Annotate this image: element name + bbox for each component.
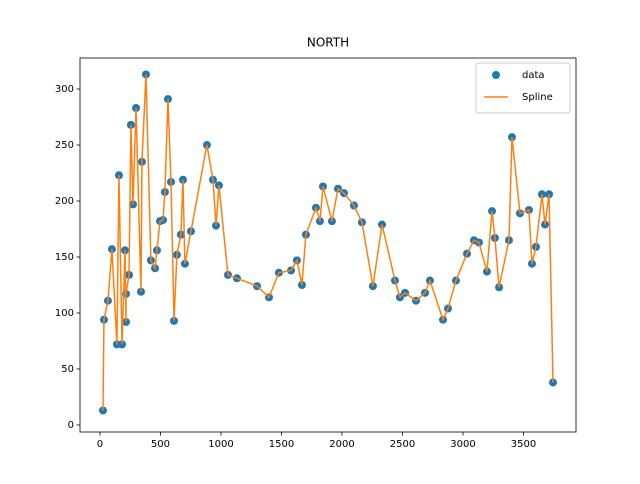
y-tick-label: 100: [55, 308, 74, 319]
y-tick-label: 300: [55, 84, 74, 95]
legend: data Spline: [475, 62, 571, 114]
y-tick-label: 200: [55, 196, 74, 207]
x-tick-label: 2000: [329, 439, 354, 450]
y-tick-label: 150: [55, 252, 74, 263]
plot-frame: [79, 57, 577, 433]
x-tick-label: 1500: [269, 439, 294, 450]
x-tick-label: 0: [97, 439, 103, 450]
y-tick-label: 250: [55, 140, 74, 151]
data-point: [98, 406, 107, 415]
x-tick-label: 1000: [208, 439, 233, 450]
y-tick-label: 0: [68, 420, 74, 431]
chart-title: NORTH: [307, 36, 349, 50]
line-series: [102, 74, 554, 411]
x-tick-label: 500: [151, 439, 170, 450]
y-tick-label: 50: [61, 364, 74, 375]
x-tick-label: 2500: [390, 439, 415, 450]
x-tick-label: 3500: [511, 439, 536, 450]
legend-label: Spline: [522, 92, 553, 103]
legend-label: data: [522, 70, 545, 81]
x-tick-label: 3000: [450, 439, 475, 450]
data-point: [549, 378, 558, 387]
legend-marker: [492, 71, 500, 79]
